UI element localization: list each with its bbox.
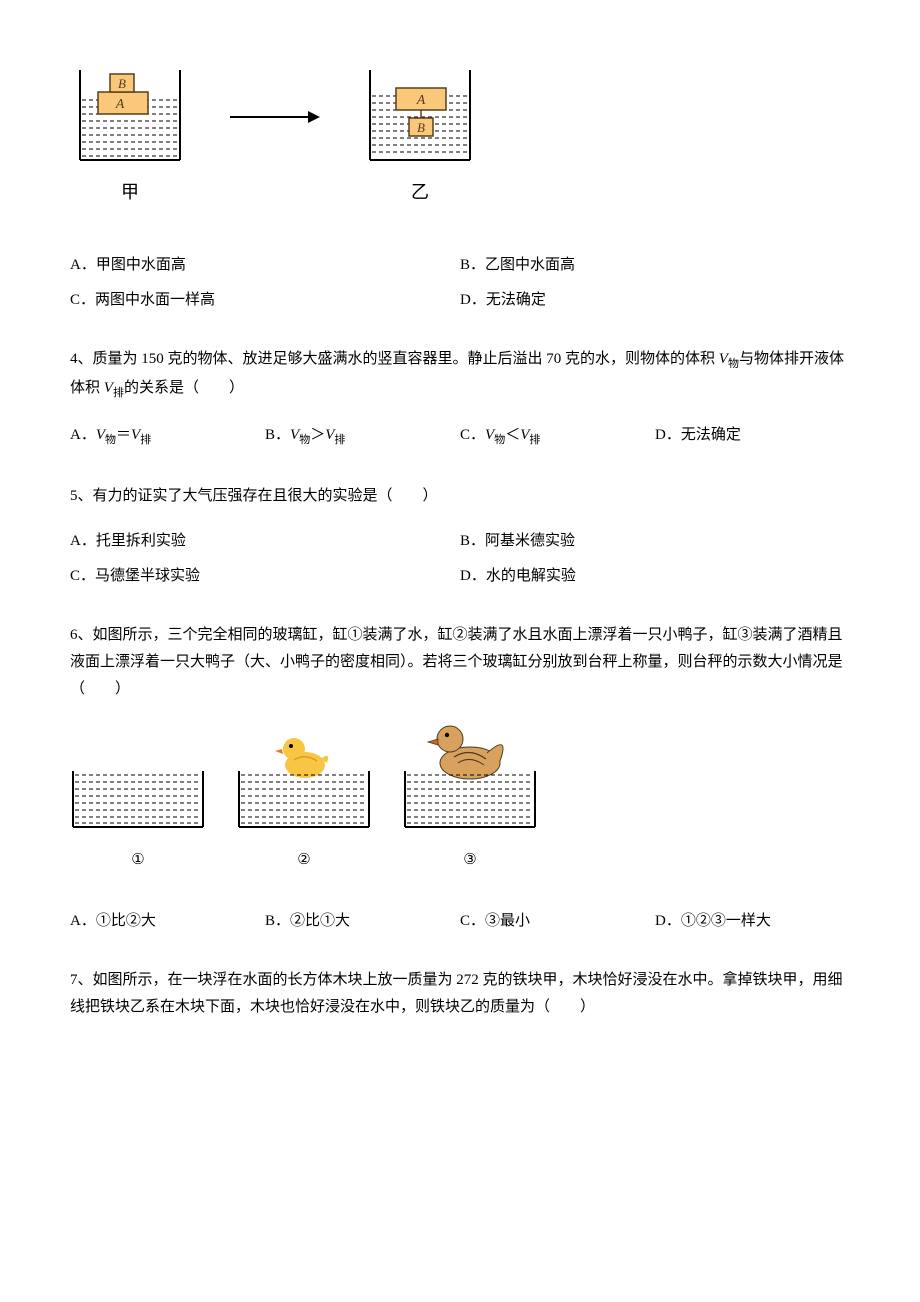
q7-stem: 7、如图所示，在一块浮在水面的长方体木块上放一质量为 272 克的铁块甲，木块恰… — [70, 967, 850, 1021]
tank-1-label: ① — [70, 847, 206, 874]
container-yi-svg: A B — [360, 60, 480, 170]
q6-stem: 6、如图所示，三个完全相同的玻璃缸，缸①装满了水，缸②装满了水且水面上漂浮着一只… — [70, 622, 850, 703]
q4-option-c: C．V物＜V排 — [460, 418, 655, 455]
tank-3-label: ③ — [402, 847, 538, 874]
svg-text:B: B — [417, 120, 425, 135]
caption-jia: 甲 — [70, 176, 190, 208]
caption-yi: 乙 — [360, 176, 480, 208]
container-jia-svg: A B — [70, 60, 190, 170]
q5-options: A．托里拆利实验 B．阿基米德实验 C．马德堡半球实验 D．水的电解实验 — [70, 524, 850, 594]
block-b-label: B — [118, 76, 126, 91]
q3-option-d: D．无法确定 — [460, 283, 850, 318]
q4-stem: 4、质量为 150 克的物体、放进足够大盛满水的竖直容器里。静止后溢出 70 克… — [70, 346, 850, 404]
q3-fig-right: A B 乙 — [360, 60, 480, 208]
tank-1: ① — [70, 723, 206, 874]
q3-options: A．甲图中水面高 B．乙图中水面高 C．两图中水面一样高 D．无法确定 — [70, 248, 850, 318]
block-a-label: A — [115, 97, 125, 112]
q6-figure: ① — [70, 723, 850, 874]
q5-option-d: D．水的电解实验 — [460, 559, 850, 594]
q3-option-b: B．乙图中水面高 — [460, 248, 850, 283]
tank-3: ③ — [402, 723, 538, 874]
q4-option-a: A．V物＝V排 — [70, 418, 265, 455]
q4-options: A．V物＝V排 B．V物＞V排 C．V物＜V排 D．无法确定 — [70, 418, 850, 455]
big-duck-icon — [428, 726, 503, 779]
small-duck-icon — [275, 738, 328, 778]
q3-option-a: A．甲图中水面高 — [70, 248, 460, 283]
q5-option-a: A．托里拆利实验 — [70, 524, 460, 559]
q6-option-c: C．③最小 — [460, 904, 655, 939]
q3-fig-left: A B 甲 — [70, 60, 190, 208]
q5-option-b: B．阿基米德实验 — [460, 524, 850, 559]
q3-option-c: C．两图中水面一样高 — [70, 283, 460, 318]
svg-text:A: A — [416, 93, 426, 108]
q5-stem: 5、有力的证实了大气压强存在且很大的实验是（ ） — [70, 483, 850, 510]
q3-figure: A B 甲 — [70, 60, 850, 208]
tank-2-label: ② — [236, 847, 372, 874]
q4-text-1: 4、质量为 150 克的物体、放进足够大盛满水的竖直容器里。静止后溢出 70 克… — [70, 351, 719, 367]
q4-option-d: D．无法确定 — [655, 418, 850, 455]
q6-option-a: A．①比②大 — [70, 904, 265, 939]
arrow-icon — [230, 94, 320, 144]
q6-option-b: B．②比①大 — [265, 904, 460, 939]
q4-option-b: B．V物＞V排 — [265, 418, 460, 455]
q6-option-d: D．①②③一样大 — [655, 904, 850, 939]
q5-option-c: C．马德堡半球实验 — [70, 559, 460, 594]
q6-options: A．①比②大 B．②比①大 C．③最小 D．①②③一样大 — [70, 904, 850, 939]
tank-2: ② — [236, 723, 372, 874]
